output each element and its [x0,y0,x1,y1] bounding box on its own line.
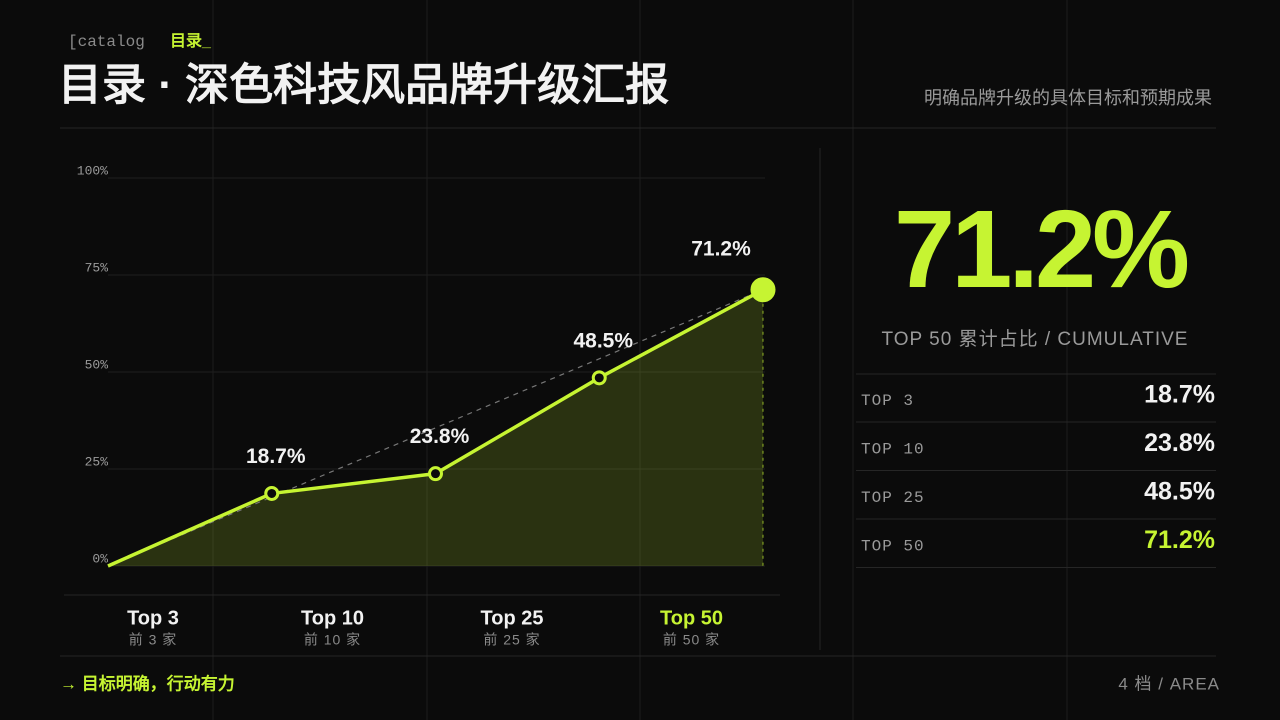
headline-caption: TOP 50 累计占比 / CUMULATIVE [882,328,1189,350]
row-value: 18.7% [1144,381,1215,409]
y-tick-label: 75% [85,260,109,275]
point [750,277,776,303]
y-tick-label: 50% [85,357,109,372]
x-tick-sublabel: 前 10 家 [304,632,361,648]
row-label: TOP 10 [861,441,925,459]
row-label: TOP 3 [861,392,914,410]
point [591,370,607,386]
headline-value: 71.2% [894,188,1187,311]
row-label: TOP 25 [861,489,925,507]
x-tick-sublabel: 前 25 家 [483,632,540,648]
point [428,466,443,482]
point [264,485,280,501]
row-value: 71.2% [1144,526,1215,554]
x-tick-sublabel: 前 50 家 [663,632,720,648]
y-tick-label: 0% [92,551,108,566]
row-label: TOP 50 [861,538,925,556]
backdrop-grid [212,0,1068,720]
value-label: 71.2% [691,237,751,260]
value-label: 48.5% [573,329,633,352]
eyebrow-accent: 目录_ [170,32,212,50]
footer-page: 4 档 / AREA [1118,674,1220,693]
x-tick-label: Top 25 [481,607,544,629]
trend-line [107,289,764,567]
row-value: 48.5% [1144,478,1215,506]
y-tick-label: 100% [77,163,108,178]
x-tick-label: Top 10 [301,607,364,629]
title: 目录 · 深色科技风品牌升级汇报 [58,61,669,110]
x-tick-label: Top 3 [127,607,179,629]
chart: 0% 25% 50% 75% 100% 18.7% 23.8% 48.5% 71.2% Top 3… [77,163,776,648]
value-label: 23.8% [410,425,470,448]
summary-table: TOP 3 18.7% TOP 10 23.8% TOP 25 48.5% TOP 50 71… [856,373,1216,568]
subtitle: 明确品牌升级的具体目标和预期成果 [924,88,1212,108]
y-tick-label: 25% [85,454,109,469]
footer-note: → 目标明确，行动有力 [60,673,235,693]
x-tick-label: Top 50 [660,607,723,629]
value-label: 18.7% [246,445,306,468]
row-value: 23.8% [1144,429,1215,457]
eyebrow: [catalog [68,33,145,51]
x-tick-sublabel: 前 3 家 [129,632,178,648]
